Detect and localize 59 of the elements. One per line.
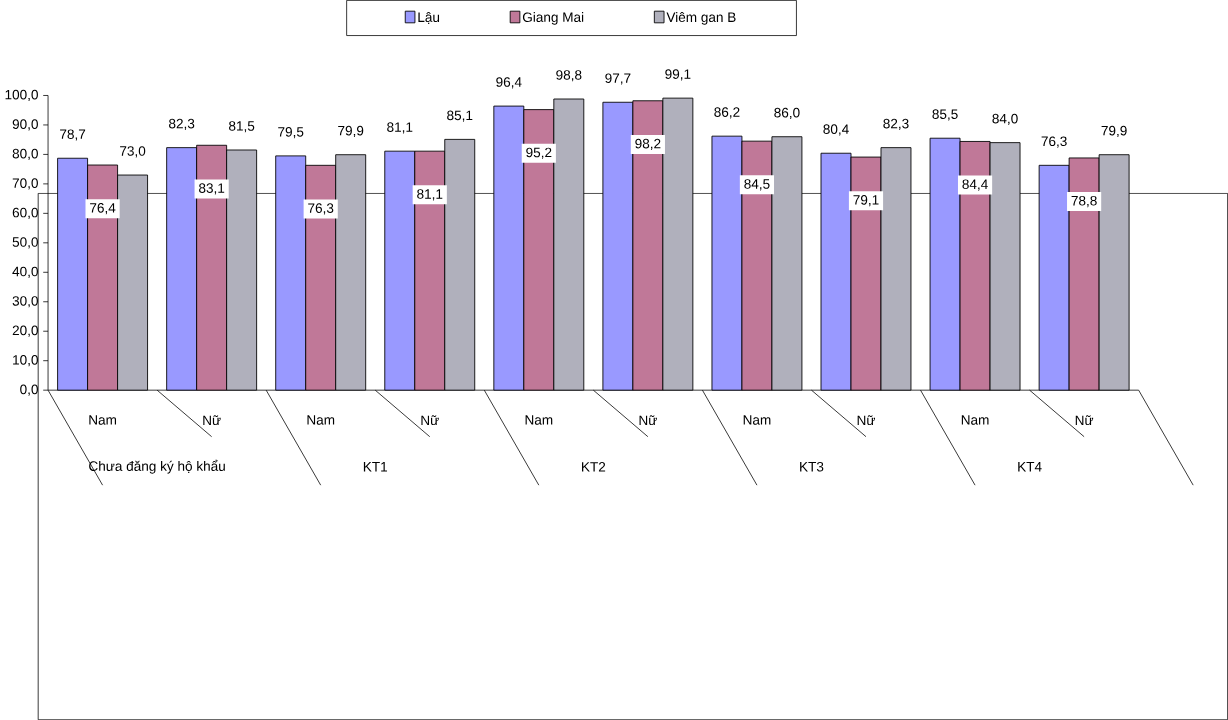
data-label: 84,4 <box>962 179 988 191</box>
y-tick-label: 100,0 <box>5 89 38 102</box>
data-label: 78,8 <box>1071 195 1097 208</box>
y-tick-label: 20,0 <box>12 325 38 337</box>
x-tick-label: Nữ <box>639 415 657 426</box>
data-label: 95,2 <box>526 147 552 159</box>
x-tick-label: Nữ <box>857 415 876 426</box>
legend-label: Giang Mai <box>522 11 584 25</box>
x-tick-label: Nữ <box>203 415 221 426</box>
x-tick-label: Nam <box>307 415 335 425</box>
x-tick-label: Nam <box>961 415 989 425</box>
data-label: 79,5 <box>278 126 304 139</box>
text: KT3 <box>800 461 824 472</box>
data-label: 85,1 <box>447 110 473 122</box>
x-tick-label: Nam <box>743 415 771 425</box>
data-label: 80,4 <box>823 124 849 136</box>
y-tick-label: 10,0 <box>13 355 38 367</box>
text: KT4 <box>1018 462 1042 472</box>
y-tick-label: 40,0 <box>12 266 38 278</box>
data-label: 99,1 <box>665 69 691 81</box>
data-label: 79,9 <box>338 125 364 137</box>
data-label: 96,4 <box>496 77 522 89</box>
y-tick-label: 0,0 <box>20 384 38 396</box>
data-label: 86,2 <box>714 107 740 119</box>
data-label: 79,1 <box>853 195 879 207</box>
y-tick-label: 90,0 <box>12 119 38 131</box>
data-label: 79,9 <box>1101 125 1127 137</box>
x-tick-label: Nữ <box>1075 415 1094 426</box>
data-label: 81,5 <box>229 121 255 133</box>
data-label: 81,1 <box>387 122 413 134</box>
legend-label: Lậu <box>418 11 440 24</box>
data-label: 86,0 <box>774 107 800 120</box>
data-label: 81,1 <box>417 189 443 201</box>
x-tick-label: Nam <box>89 415 117 425</box>
data-label: 78,7 <box>60 129 86 141</box>
data-label: 84,0 <box>992 113 1018 125</box>
legend-label: Viêm gan B <box>666 11 736 25</box>
data-label: 76,3 <box>1041 136 1067 148</box>
data-label: 98,8 <box>556 70 582 82</box>
y-tick-label: 70,0 <box>12 178 38 190</box>
data-label: 82,3 <box>883 118 909 130</box>
data-label: 82,3 <box>169 118 195 130</box>
data-label: 84,5 <box>744 179 770 191</box>
data-label: 97,7 <box>605 73 631 85</box>
data-label: 98,2 <box>635 138 661 150</box>
data-label: 85,5 <box>932 109 958 121</box>
x-tick-label: Nữ <box>421 415 439 426</box>
text: KT2 <box>582 461 606 472</box>
x-tick-label: Nam <box>525 415 553 425</box>
text: Chưa đăng ký hộ khẩu <box>89 459 225 474</box>
y-tick-label: 30,0 <box>12 296 38 308</box>
data-label: 73,0 <box>120 146 146 158</box>
text: KT1 <box>363 462 388 472</box>
y-tick-label: 50,0 <box>12 237 38 249</box>
data-label: 83,1 <box>199 183 225 195</box>
data-label: 76,3 <box>308 203 334 215</box>
y-tick-label: 60,0 <box>12 207 38 219</box>
data-label: 76,4 <box>90 202 116 215</box>
y-tick-label: 80,0 <box>12 148 38 160</box>
